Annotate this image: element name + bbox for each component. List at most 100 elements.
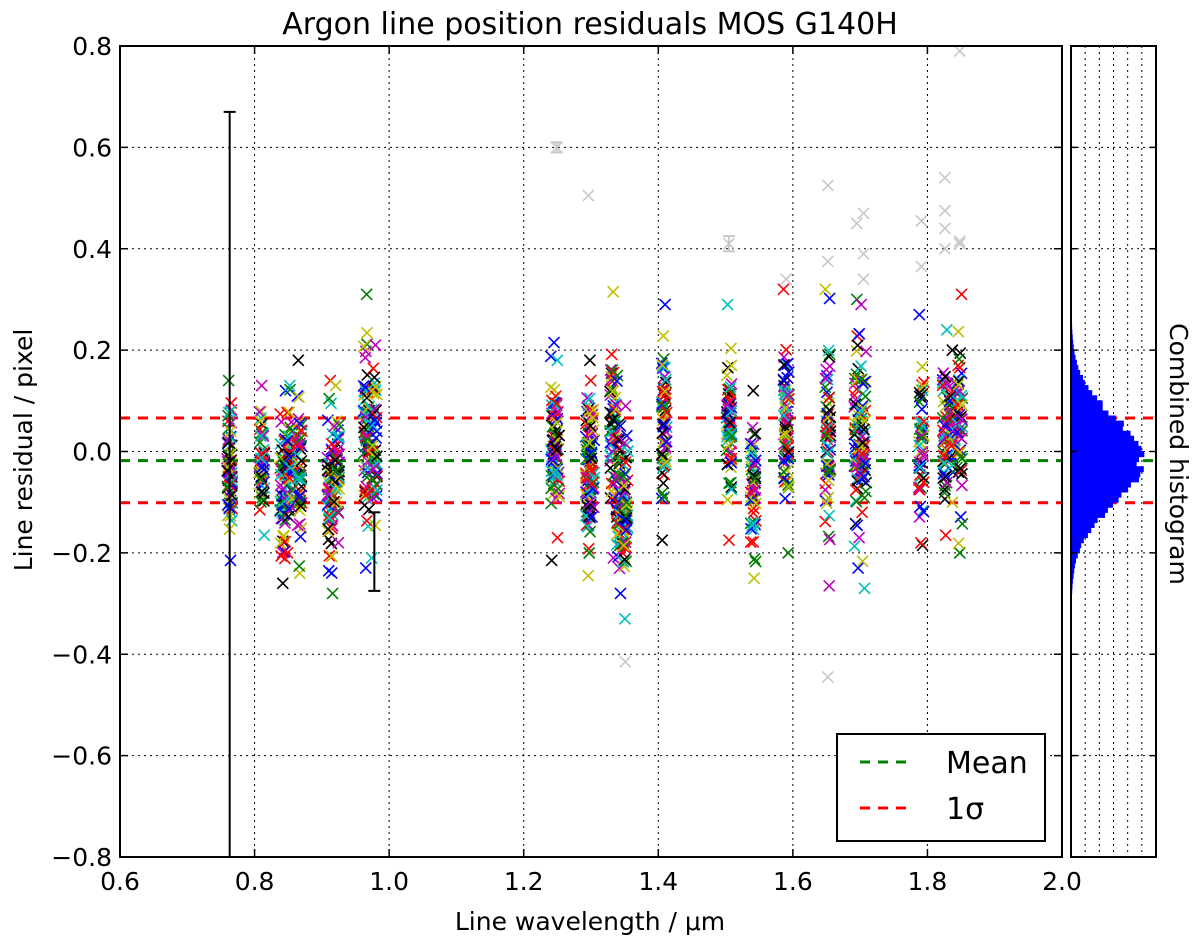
data-point <box>257 487 270 500</box>
data-point <box>322 564 335 577</box>
data-point <box>658 491 671 504</box>
data-point <box>330 496 343 509</box>
data-point <box>618 553 631 566</box>
data-point <box>254 430 267 443</box>
data-point <box>859 390 872 403</box>
data-point <box>326 587 339 600</box>
data-point <box>744 491 757 504</box>
data-point <box>619 456 632 469</box>
data-point <box>549 464 563 477</box>
data-point <box>916 360 929 373</box>
legend: Mean 1σ <box>836 733 1046 842</box>
data-point <box>294 500 307 513</box>
data-point <box>620 498 633 512</box>
data-point <box>822 474 835 487</box>
data-point <box>723 416 736 429</box>
data-point <box>584 419 597 433</box>
data-point <box>330 430 344 443</box>
outlier-point <box>938 171 951 184</box>
data-point <box>777 373 790 386</box>
data-point <box>725 456 738 469</box>
data-point <box>621 445 635 458</box>
data-point <box>956 517 969 530</box>
data-point <box>917 476 930 489</box>
data-point <box>850 495 863 508</box>
data-point <box>283 451 297 464</box>
data-point <box>658 400 671 413</box>
data-point <box>749 555 762 568</box>
data-point <box>322 523 335 536</box>
data-point <box>321 525 335 538</box>
x-tick-label: 1.2 <box>504 867 544 896</box>
data-point <box>954 462 967 475</box>
legend-box <box>836 733 1046 842</box>
data-point <box>293 417 306 430</box>
data-point <box>912 483 926 496</box>
data-point <box>955 288 968 301</box>
data-point <box>854 360 868 373</box>
data-point <box>553 429 566 442</box>
data-point <box>822 344 835 357</box>
data-point <box>367 387 380 400</box>
data-point <box>551 405 565 418</box>
data-point <box>658 385 672 398</box>
data-point <box>222 374 235 387</box>
data-point <box>545 554 558 567</box>
tick-marks-and-labels: 0.6 0.8 1.0 1.2 1.4 1.6 1.8 2.0 −0.8 −0.6 −0.4 −0.2… <box>51 32 1156 896</box>
x-tick-label: 0.8 <box>235 867 275 896</box>
data-point <box>330 464 343 477</box>
data-point <box>722 477 736 490</box>
data-point <box>294 473 307 486</box>
data-point <box>857 423 870 436</box>
data-point <box>359 562 372 575</box>
data-point <box>821 373 834 386</box>
data-point <box>620 514 633 527</box>
data-point <box>823 348 836 361</box>
data-point <box>856 436 869 449</box>
data-point <box>780 464 794 477</box>
data-point <box>916 445 929 458</box>
data-point <box>656 447 669 461</box>
data-point <box>778 440 792 453</box>
data-point <box>656 358 669 371</box>
data-point <box>583 510 596 523</box>
data-point <box>748 472 761 485</box>
data-point <box>224 454 237 467</box>
data-point <box>606 413 619 426</box>
data-point <box>588 471 601 484</box>
data-point <box>617 535 630 548</box>
data-point <box>725 483 738 496</box>
data-point <box>221 509 234 522</box>
outlier-point <box>857 273 870 286</box>
data-point <box>360 391 374 404</box>
data-point <box>584 374 597 387</box>
y-tick-label: 0.0 <box>72 438 112 467</box>
data-point <box>329 483 342 496</box>
data-point <box>607 551 620 565</box>
data-point <box>221 498 234 511</box>
data-point <box>917 449 930 462</box>
data-point <box>955 413 968 426</box>
data-point <box>952 537 965 550</box>
data-point <box>610 398 623 412</box>
data-point <box>725 427 738 440</box>
data-point <box>221 460 234 473</box>
data-point <box>859 345 873 358</box>
data-point <box>329 379 342 392</box>
data-point <box>819 515 832 528</box>
data-point <box>327 495 341 508</box>
data-point <box>370 450 383 463</box>
data-point <box>551 531 564 544</box>
data-point <box>366 439 379 453</box>
data-point <box>747 572 761 585</box>
data-point <box>655 492 668 505</box>
y-tick-label: 0.2 <box>72 336 112 365</box>
data-point <box>852 562 865 575</box>
data-point <box>293 468 306 482</box>
outlier-point <box>619 655 632 668</box>
data-point <box>222 433 235 446</box>
data-point <box>781 357 794 370</box>
data-point <box>616 490 630 503</box>
data-point <box>620 496 633 509</box>
data-point <box>614 587 627 600</box>
